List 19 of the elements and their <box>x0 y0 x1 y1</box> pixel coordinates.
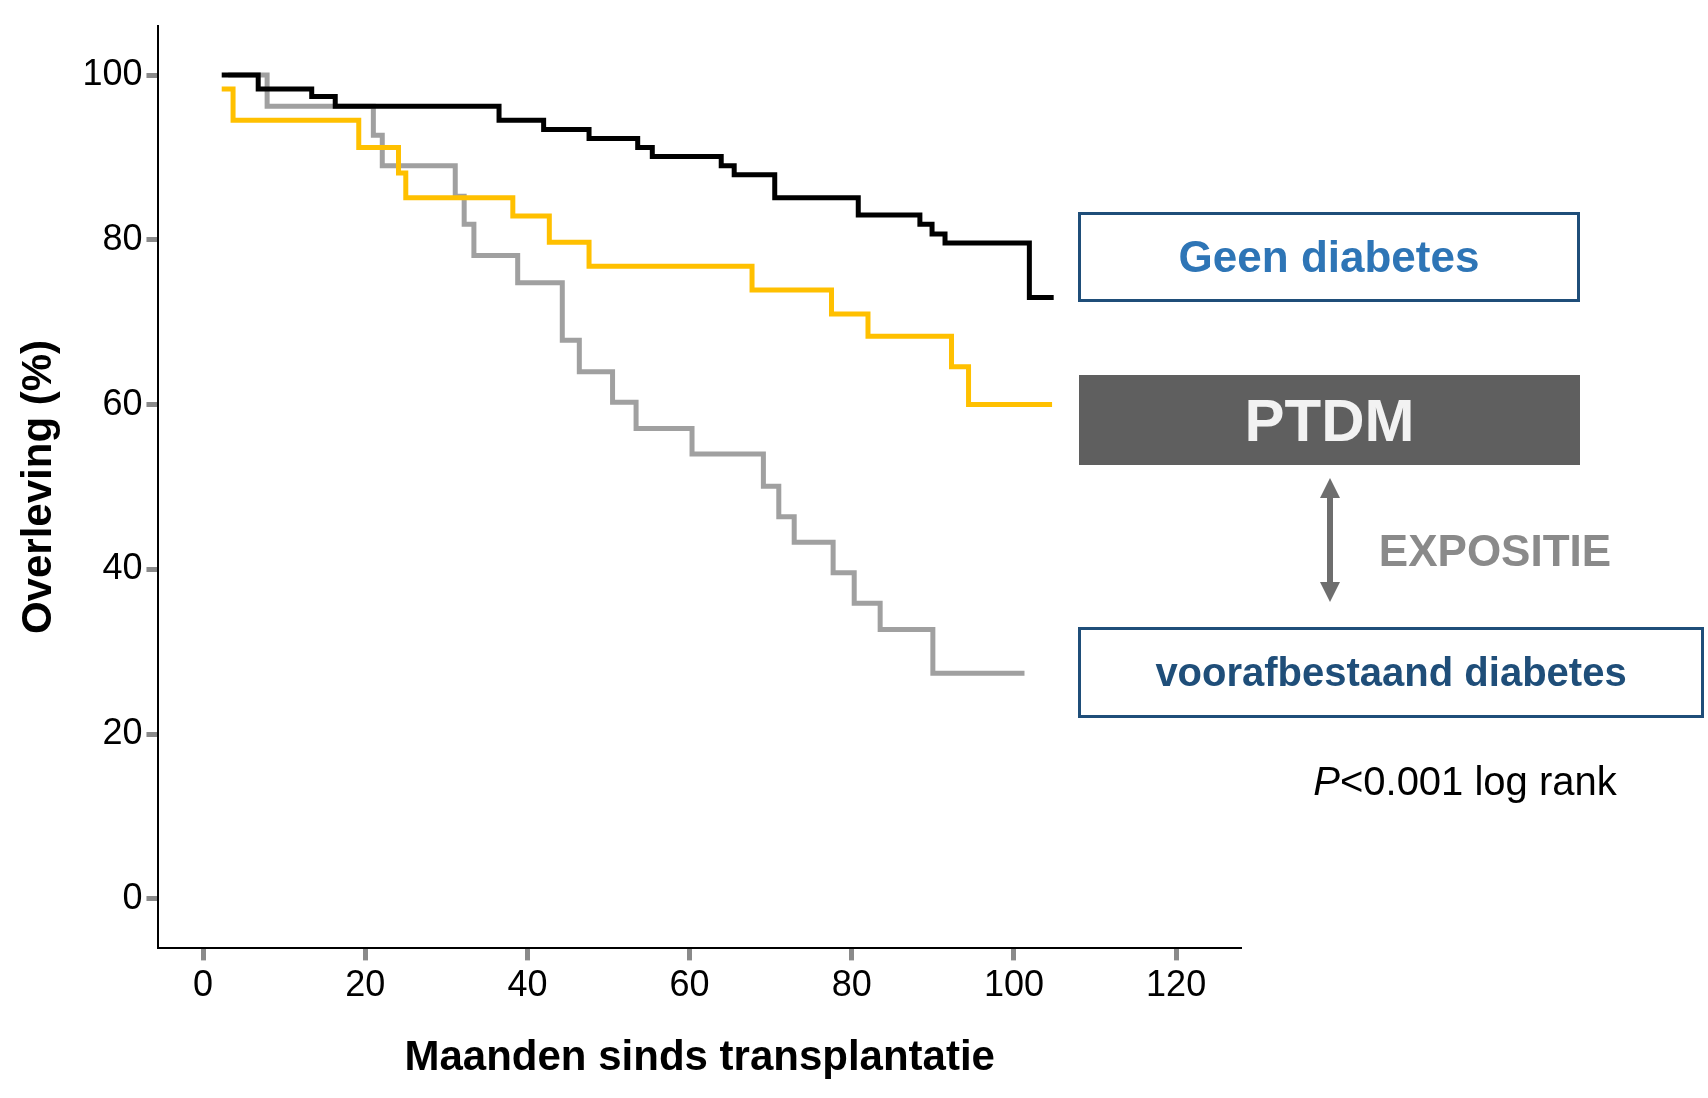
y-tick-label: 20 <box>102 711 143 753</box>
annotation: Geen diabetes <box>1078 212 1580 302</box>
x-tick-label: 100 <box>983 962 1044 1004</box>
x-axis-title: Maanden sinds transplantatie <box>404 1032 995 1080</box>
x-tick-label: 20 <box>345 962 386 1004</box>
annotation: voorafbestaand diabetes <box>1078 627 1704 718</box>
x-tick-label: 0 <box>193 962 214 1004</box>
y-tick-label: 100 <box>82 51 143 93</box>
text: P<0.001 log rank <box>1312 757 1618 805</box>
y-tick-label: 0 <box>122 875 143 917</box>
x-tick-label: 40 <box>507 962 548 1004</box>
y-tick-label: 40 <box>102 546 143 588</box>
y-tick-label: 60 <box>102 381 143 423</box>
text: EXPOSITIE <box>1377 525 1613 577</box>
y-axis-title: Overleving (%) <box>12 339 60 635</box>
x-tick-label: 80 <box>831 962 872 1004</box>
y-tick-label: 80 <box>102 216 143 258</box>
x-tick-label: 120 <box>1146 962 1207 1004</box>
x-tick-label: 60 <box>669 962 710 1004</box>
